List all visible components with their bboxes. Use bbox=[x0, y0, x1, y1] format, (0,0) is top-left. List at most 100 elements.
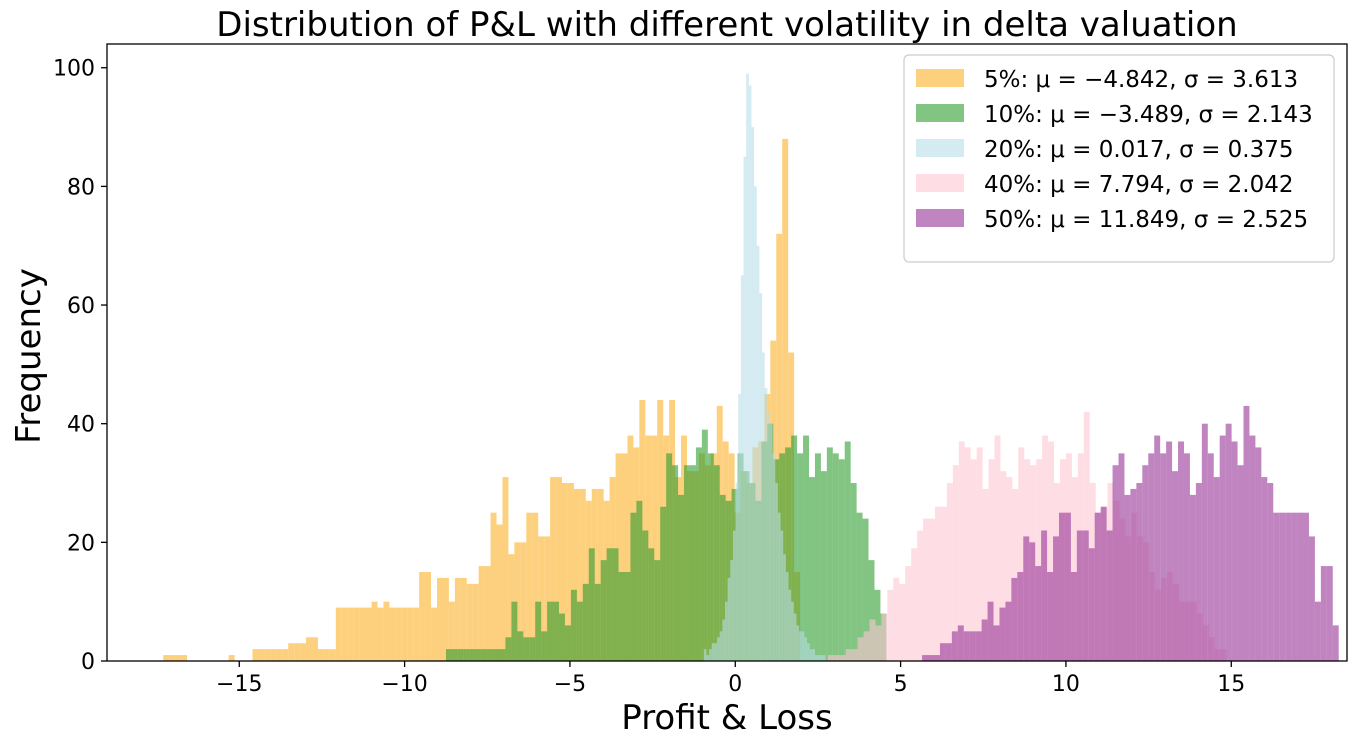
histogram-bar bbox=[538, 536, 545, 661]
histogram-bar bbox=[463, 649, 470, 661]
histogram-bar bbox=[1124, 494, 1131, 661]
histogram-bar bbox=[657, 399, 664, 661]
histogram-bar bbox=[1005, 601, 1012, 661]
histogram-bar bbox=[526, 512, 533, 661]
histogram-bar bbox=[791, 601, 794, 661]
histogram-bar bbox=[939, 643, 946, 661]
histogram-bar bbox=[851, 649, 858, 661]
histogram-bar bbox=[751, 127, 755, 661]
histogram-bar bbox=[401, 607, 408, 661]
histogram-bar bbox=[371, 601, 378, 661]
legend-label: 40%: μ = 7.794, σ = 2.042 bbox=[984, 172, 1294, 198]
histogram-bar bbox=[809, 477, 815, 661]
histogram-bar bbox=[1249, 435, 1256, 661]
histogram-bar bbox=[466, 583, 473, 662]
histogram-bar bbox=[612, 548, 619, 661]
histogram-bar bbox=[820, 655, 823, 661]
histogram-bar bbox=[654, 560, 661, 661]
histogram-bar bbox=[508, 554, 515, 661]
histogram-bar bbox=[964, 447, 971, 661]
histogram-bar bbox=[917, 530, 924, 661]
histogram-bar bbox=[756, 245, 760, 661]
histogram-bar bbox=[1082, 530, 1089, 661]
histogram-bar bbox=[791, 435, 798, 661]
histogram-bar bbox=[630, 512, 637, 661]
histogram-bar bbox=[963, 631, 970, 661]
histogram-bar bbox=[660, 506, 667, 661]
histogram-bar bbox=[804, 637, 808, 661]
x-tick-label: 5 bbox=[894, 672, 908, 697]
histogram-bar bbox=[957, 625, 964, 661]
histogram-bar bbox=[1053, 536, 1059, 661]
histogram-bar bbox=[994, 435, 1001, 661]
histogram-bar bbox=[576, 601, 583, 661]
legend-swatch bbox=[916, 209, 964, 227]
histogram-bar bbox=[341, 607, 348, 661]
histogram-bar bbox=[505, 637, 512, 661]
histogram-bar bbox=[1088, 548, 1095, 661]
histogram-bar bbox=[1243, 405, 1250, 661]
histogram-bar bbox=[993, 625, 1000, 661]
histogram-bar bbox=[1172, 471, 1179, 661]
histogram-bar bbox=[732, 530, 736, 661]
histogram-bar bbox=[1154, 435, 1161, 661]
histogram-bar bbox=[1332, 625, 1339, 661]
histogram-bar bbox=[594, 583, 601, 662]
y-tick-label: 60 bbox=[67, 294, 95, 319]
histogram-bar bbox=[820, 471, 827, 661]
histogram-bar bbox=[329, 649, 336, 661]
histogram-bar bbox=[1018, 447, 1025, 661]
histogram-bar bbox=[1166, 441, 1173, 661]
histogram-bar bbox=[556, 477, 562, 661]
y-tick-label: 0 bbox=[81, 650, 95, 675]
x-tick-label: −10 bbox=[381, 672, 427, 697]
histogram-bar bbox=[934, 506, 941, 661]
histogram-bar bbox=[469, 649, 476, 661]
histogram-bar bbox=[1237, 465, 1244, 661]
histogram-bar bbox=[899, 583, 906, 662]
histogram-bar bbox=[856, 512, 863, 661]
histogram-bar bbox=[606, 548, 613, 661]
histogram-bar bbox=[511, 601, 518, 661]
histogram-bar bbox=[923, 518, 930, 661]
legend-label: 50%: μ = 11.849, σ = 2.525 bbox=[984, 207, 1308, 233]
histogram-bar bbox=[730, 560, 733, 661]
x-tick-label: 10 bbox=[1052, 672, 1080, 697]
histogram-bar bbox=[826, 447, 833, 661]
histogram-bar bbox=[777, 512, 781, 661]
series-50pct bbox=[922, 405, 1339, 661]
histogram-bar bbox=[300, 643, 307, 661]
histogram-bar bbox=[946, 483, 953, 661]
histogram-bar bbox=[570, 589, 577, 661]
histogram-bar bbox=[850, 483, 857, 661]
histogram-bar bbox=[258, 649, 265, 661]
histogram-bar bbox=[797, 453, 804, 661]
histogram-bar bbox=[869, 619, 876, 661]
histogram-bar bbox=[1255, 447, 1262, 661]
histogram-bar bbox=[1142, 465, 1149, 661]
histogram-bar bbox=[686, 471, 693, 661]
y-axis-ticks: 0 20 40 60 80 100 bbox=[53, 57, 107, 675]
histogram-bar bbox=[1006, 477, 1013, 661]
histogram-bar bbox=[709, 649, 712, 661]
histogram-bar bbox=[1011, 577, 1018, 661]
histogram-bar bbox=[713, 465, 720, 661]
histogram-bar bbox=[472, 583, 479, 662]
histogram-bar bbox=[735, 483, 739, 661]
histogram-bar bbox=[695, 447, 702, 661]
histogram-bar bbox=[887, 589, 894, 661]
histogram-bar bbox=[814, 655, 818, 661]
histogram-bar bbox=[952, 465, 959, 661]
histogram-bar bbox=[754, 186, 757, 661]
histogram-bar bbox=[323, 649, 330, 661]
histogram-bar bbox=[776, 233, 783, 661]
legend-swatch bbox=[916, 69, 964, 87]
histogram-bar bbox=[347, 607, 354, 661]
histogram-bar bbox=[716, 405, 723, 661]
histogram-bar bbox=[431, 607, 437, 661]
histogram-bar bbox=[1094, 512, 1101, 661]
histogram-bar bbox=[684, 465, 690, 661]
histogram-bar bbox=[1112, 465, 1119, 661]
histogram-bar bbox=[1291, 512, 1298, 661]
